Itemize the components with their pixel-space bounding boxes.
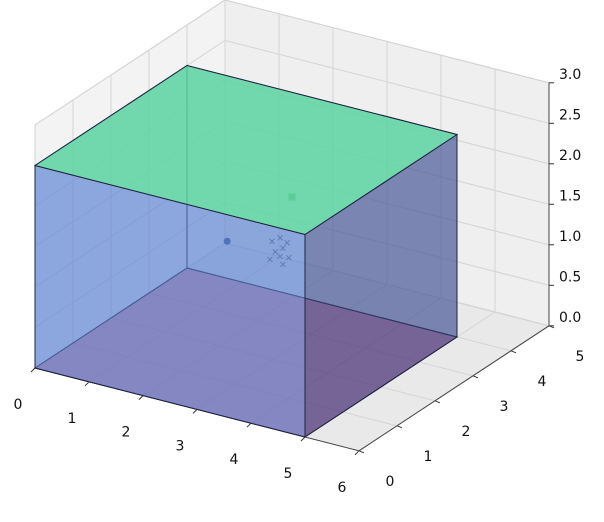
y-tick (434, 400, 441, 404)
grid-line (224, 40, 550, 124)
x-tick (30, 367, 36, 373)
x-tick (354, 450, 360, 456)
x-tick-label: 0 (14, 397, 23, 413)
y-tick (510, 350, 517, 354)
grid-line (34, 0, 226, 126)
y-tick-label: 2 (462, 424, 471, 440)
y-tick (358, 450, 365, 454)
z-tick-label: 3.0 (559, 67, 581, 83)
x-tick-label: 1 (68, 411, 77, 427)
y-tick (396, 425, 403, 429)
x-tick-label: 3 (176, 438, 185, 454)
x-tick (246, 422, 252, 428)
x-tick (300, 436, 306, 442)
x-tick-label: 2 (122, 425, 131, 441)
y-tick-label: 3 (500, 399, 509, 415)
y-tick-label: 4 (538, 374, 547, 390)
z-tick-label: 2.5 (559, 107, 581, 123)
x-tick (138, 395, 144, 400)
x-tick-label: 4 (230, 452, 239, 468)
axis-line (358, 325, 550, 452)
x-tick (192, 409, 198, 414)
y-tick-label: 1 (424, 449, 433, 465)
x-tick-label: 5 (284, 466, 293, 482)
x-tick-label: 6 (338, 480, 347, 496)
box-top (33, 64, 459, 236)
z-tick-label: 2.0 (559, 148, 581, 164)
y-tick (472, 375, 479, 379)
z-tick-label: 1.0 (559, 229, 581, 245)
y-tick-label: 5 (576, 349, 585, 365)
z-tick-label: 0.5 (559, 269, 581, 285)
x-tick (84, 381, 90, 387)
z-tick-label: 0.0 (559, 310, 581, 326)
y-tick-label: 0 (386, 474, 395, 490)
grid-line (224, 0, 550, 84)
z-tick-label: 1.5 (559, 188, 581, 204)
